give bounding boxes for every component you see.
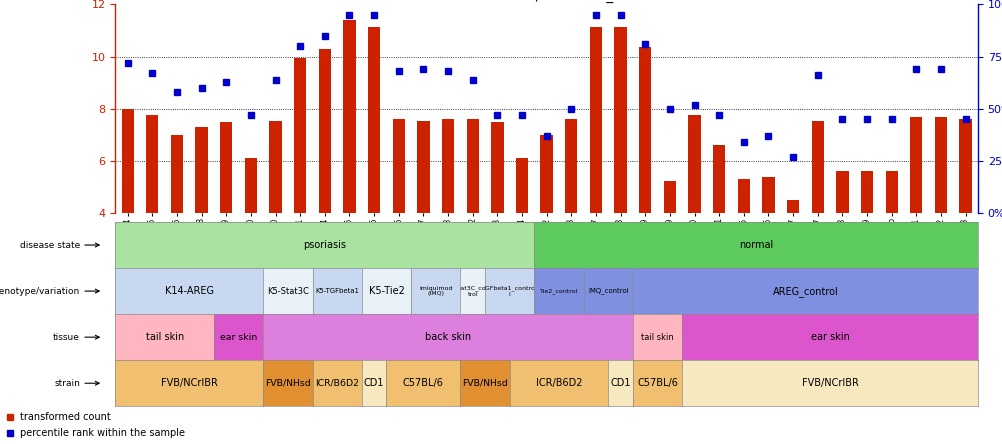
Text: FVB/NCrIBR: FVB/NCrIBR (801, 378, 858, 388)
Bar (417, 120, 429, 213)
Text: tail skin: tail skin (640, 333, 673, 342)
Title: GDS3907 / 1448755_at: GDS3907 / 1448755_at (466, 0, 626, 4)
Bar (219, 122, 232, 213)
Bar (442, 119, 454, 213)
Bar (540, 135, 552, 213)
Bar (959, 119, 971, 213)
Text: strain: strain (54, 379, 80, 388)
Text: K5-TGFbeta1: K5-TGFbeta1 (315, 288, 359, 294)
Bar (687, 115, 700, 213)
Bar (836, 171, 848, 213)
Text: K5-Stat3C: K5-Stat3C (267, 286, 309, 296)
Bar (244, 159, 257, 213)
Text: ear skin: ear skin (219, 333, 257, 342)
Text: ICR/B6D2: ICR/B6D2 (315, 379, 359, 388)
Bar (146, 115, 158, 213)
Bar (564, 119, 577, 213)
Text: ear skin: ear skin (810, 332, 849, 342)
Text: normal: normal (738, 240, 773, 250)
Bar (762, 177, 774, 213)
Bar (712, 145, 724, 213)
Bar (491, 122, 503, 213)
Text: Stat3C_con
trol: Stat3C_con trol (455, 285, 490, 297)
Text: ICR/B6D2: ICR/B6D2 (535, 378, 581, 388)
Bar (811, 120, 823, 213)
Bar (466, 119, 478, 213)
Bar (170, 135, 183, 213)
Bar (195, 127, 207, 213)
Bar (392, 119, 405, 213)
Text: C57BL/6: C57BL/6 (403, 378, 444, 388)
Text: tissue: tissue (53, 333, 80, 342)
Text: K14-AREG: K14-AREG (164, 286, 213, 296)
Bar (663, 181, 675, 213)
Text: genotype/variation: genotype/variation (0, 286, 80, 296)
Bar (319, 49, 331, 213)
Bar (860, 171, 873, 213)
Bar (934, 117, 946, 213)
Bar (589, 27, 601, 213)
Text: back skin: back skin (425, 332, 471, 342)
Text: Tie2_control: Tie2_control (539, 288, 577, 294)
Text: disease state: disease state (20, 241, 80, 250)
Bar (638, 48, 650, 213)
Text: imiquimod
(IMQ): imiquimod (IMQ) (419, 285, 452, 297)
Text: FVB/NHsd: FVB/NHsd (265, 379, 311, 388)
Bar (270, 120, 282, 213)
Text: IMQ_control: IMQ_control (587, 288, 628, 294)
Text: FVB/NHsd: FVB/NHsd (462, 379, 507, 388)
Text: C57BL/6: C57BL/6 (636, 378, 677, 388)
Text: FVB/NCrIBR: FVB/NCrIBR (160, 378, 217, 388)
Text: AREG_control: AREG_control (772, 285, 838, 297)
Text: CD1: CD1 (364, 378, 384, 388)
Text: tail skin: tail skin (145, 332, 183, 342)
Bar (614, 27, 626, 213)
Bar (909, 117, 922, 213)
Bar (368, 27, 380, 213)
Bar (515, 159, 528, 213)
Bar (294, 58, 306, 213)
Text: K5-Tie2: K5-Tie2 (368, 286, 404, 296)
Bar (343, 20, 356, 213)
Text: TGFbeta1_control
l: TGFbeta1_control l (481, 285, 537, 297)
Text: CD1: CD1 (609, 378, 630, 388)
Bar (885, 171, 897, 213)
Bar (736, 179, 749, 213)
Text: transformed count: transformed count (20, 412, 110, 422)
Text: percentile rank within the sample: percentile rank within the sample (20, 428, 185, 438)
Bar (121, 109, 133, 213)
Bar (787, 200, 799, 213)
Text: psoriasis: psoriasis (303, 240, 346, 250)
